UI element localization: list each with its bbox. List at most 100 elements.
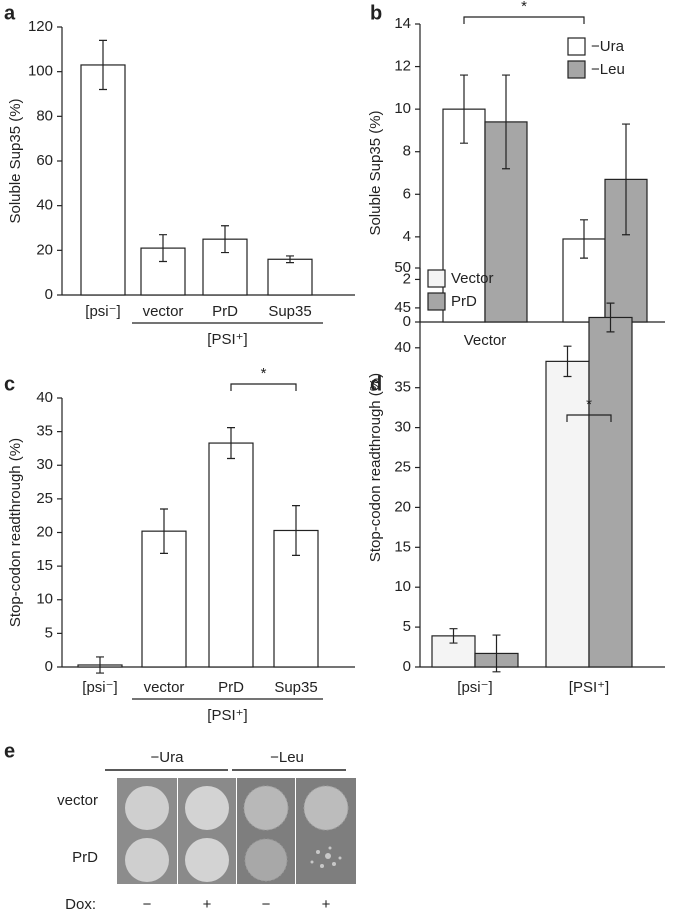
significance-star: * <box>261 365 267 382</box>
y-tick-label: 45 <box>394 299 411 316</box>
y-tick-label: 6 <box>403 185 411 202</box>
strain-label: PrD <box>72 849 98 866</box>
error-bar <box>221 225 229 254</box>
error-bar <box>227 426 235 460</box>
x-tick-label: Sup35 <box>274 679 317 696</box>
panel-letter: c <box>4 373 15 395</box>
y-tick-label: 40 <box>36 389 53 406</box>
error-bar <box>160 508 168 554</box>
bar <box>442 108 486 323</box>
x-tick-label: [psi⁻] <box>85 303 120 320</box>
y-tick-label: 35 <box>394 379 411 396</box>
y-tick-label: 4 <box>403 228 411 245</box>
colony <box>185 786 229 830</box>
error-bar <box>492 634 501 673</box>
significance-bracket <box>463 16 585 24</box>
legend-swatch <box>567 60 586 79</box>
x-tick-label: [psi⁻] <box>457 679 492 696</box>
y-axis-label: Soluble Sup35 (%) <box>7 98 24 223</box>
error-bar <box>563 345 572 378</box>
colony <box>185 838 229 882</box>
error-bar <box>292 505 300 556</box>
dox-sign: − <box>143 896 152 913</box>
y-axis-label: Soluble Sup35 (%) <box>367 110 384 235</box>
legend-label: −Ura <box>591 38 625 55</box>
colony <box>125 786 169 830</box>
y-tick-label: 5 <box>45 624 53 641</box>
x-tick-label: Sup35 <box>268 303 311 320</box>
legend-swatch <box>427 269 446 288</box>
y-tick-label: 0 <box>45 286 53 303</box>
panel-letter: e <box>4 740 15 762</box>
legend-label: Vector <box>451 270 494 287</box>
y-tick-label: 0 <box>403 313 411 330</box>
y-tick-label: 100 <box>28 63 53 80</box>
y-tick-label: 20 <box>394 498 411 515</box>
legend-swatch <box>427 292 446 311</box>
x-tick-label: PrD <box>218 679 244 696</box>
y-axis-label: Stop-codon readthrough (%) <box>7 438 24 627</box>
error-bar <box>460 74 468 144</box>
panel-letter: b <box>370 2 382 24</box>
error-bar <box>606 302 615 333</box>
y-axis-label: Stop-codon readthrough (%) <box>367 373 384 562</box>
dox-sign: + <box>203 896 212 913</box>
y-tick-label: 10 <box>394 100 411 117</box>
panel-letter: a <box>4 2 16 24</box>
error-bar <box>286 255 294 264</box>
panel-letter: d <box>370 373 382 395</box>
group-label: [PSI⁺] <box>207 331 247 348</box>
dox-sign: − <box>262 896 271 913</box>
y-tick-label: 25 <box>36 490 53 507</box>
y-tick-label: 20 <box>36 241 53 258</box>
y-tick-label: 2 <box>403 270 411 287</box>
error-bar <box>502 74 510 170</box>
x-tick-label: PrD <box>212 303 238 320</box>
significance-bracket <box>230 383 297 391</box>
significance-bracket <box>566 414 612 422</box>
y-tick-label: 15 <box>394 538 411 555</box>
legend-label: PrD <box>451 293 477 310</box>
x-tick-label: vector <box>143 303 184 320</box>
panel-e: e −Ura −Leu vector PrD Dox: − + − + <box>4 740 356 913</box>
y-tick-label: 50 <box>394 259 411 276</box>
y-tick-label: 10 <box>394 578 411 595</box>
legend-label: −Leu <box>591 61 625 78</box>
y-tick-label: 15 <box>36 557 53 574</box>
error-bar <box>159 234 167 263</box>
dox-label: Dox: <box>65 896 96 913</box>
error-bar <box>99 39 107 91</box>
y-tick-label: 8 <box>403 143 411 160</box>
colony <box>125 838 169 882</box>
y-tick-label: 40 <box>394 339 411 356</box>
error-bar <box>622 123 630 236</box>
y-tick-label: 60 <box>36 152 53 169</box>
bar <box>267 258 313 296</box>
y-tick-label: 30 <box>36 456 53 473</box>
colony <box>244 838 288 882</box>
y-tick-label: 5 <box>403 618 411 635</box>
y-tick-label: 20 <box>36 523 53 540</box>
legend-swatch <box>567 37 586 56</box>
group-label: [PSI⁺] <box>207 707 247 724</box>
y-tick-label: 120 <box>28 18 53 35</box>
y-tick-label: 14 <box>394 15 411 32</box>
significance-star: * <box>521 0 527 15</box>
x-tick-label: Vector <box>464 332 507 349</box>
y-tick-label: 30 <box>394 419 411 436</box>
error-bar <box>449 628 458 644</box>
x-tick-label: vector <box>144 679 185 696</box>
y-tick-label: 35 <box>36 423 53 440</box>
strain-label: vector <box>57 792 98 809</box>
dox-sign: + <box>322 896 331 913</box>
error-bar <box>96 656 104 674</box>
colony <box>303 785 349 831</box>
y-tick-label: 40 <box>36 197 53 214</box>
sparse-colonies <box>310 846 342 868</box>
y-tick-label: 10 <box>36 591 53 608</box>
bar <box>80 64 126 296</box>
bar <box>208 442 254 668</box>
y-tick-label: 80 <box>36 107 53 124</box>
x-tick-label: [PSI⁺] <box>569 679 609 696</box>
